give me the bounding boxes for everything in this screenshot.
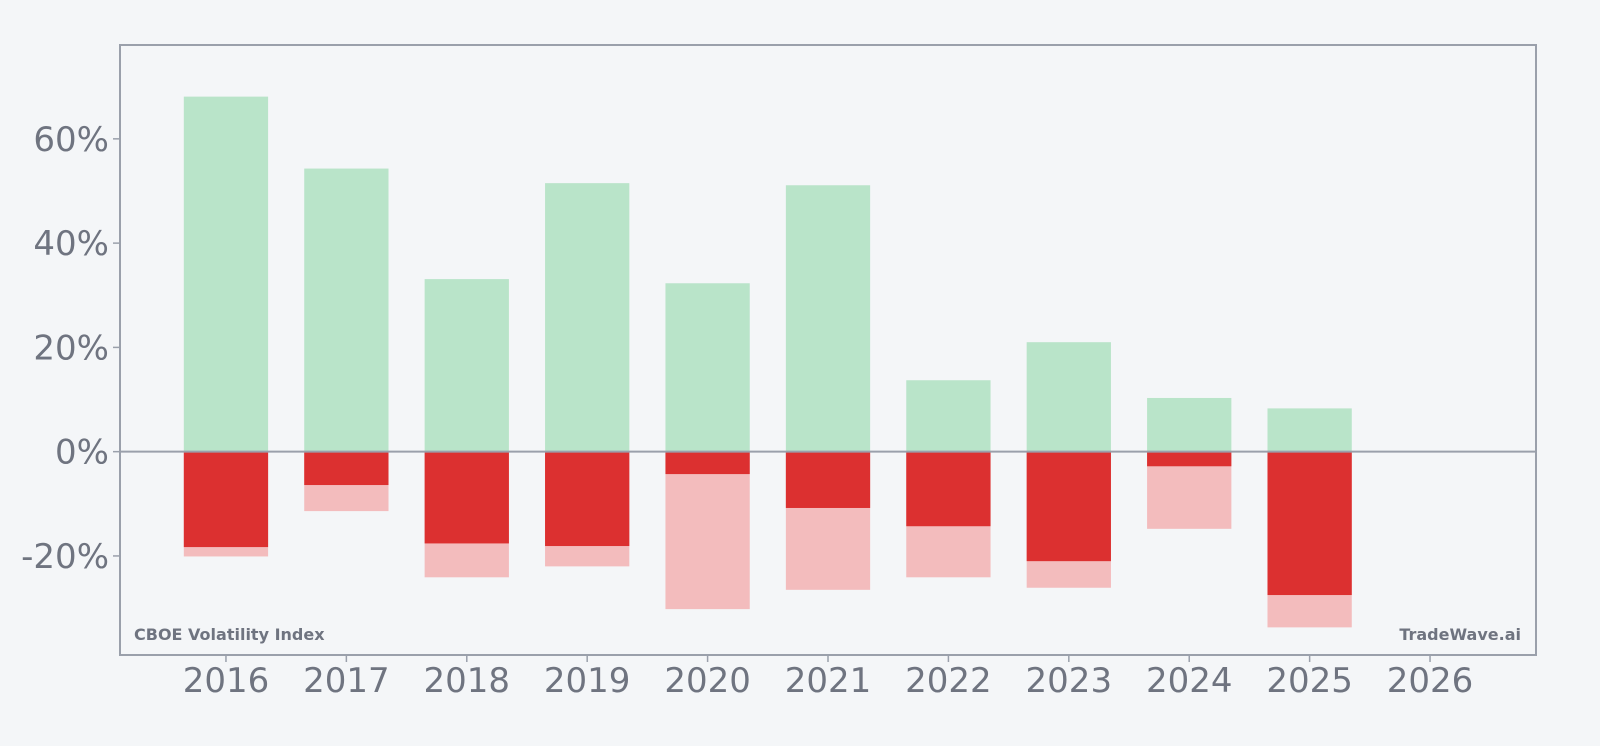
x-tick-label: 2025 (1266, 661, 1353, 701)
bar-up-2024 (1147, 397, 1232, 452)
x-tick-label: 2016 (183, 661, 270, 701)
bar-close-2016 (183, 451, 269, 548)
annotation-left: CBOE Volatility Index (134, 625, 325, 644)
bar-up-2018 (424, 279, 509, 452)
bar-close-2021 (785, 451, 871, 508)
bar-up-2016 (183, 96, 269, 452)
x-tick-label: 2023 (1026, 661, 1113, 701)
bar-up-2023 (1026, 342, 1111, 452)
x-tick-label: 2024 (1146, 661, 1233, 701)
bar-close-2022 (906, 451, 991, 527)
bar-close-2025 (1267, 451, 1352, 596)
x-tick-label: 2018 (424, 661, 511, 701)
x-tick-label: 2019 (544, 661, 631, 701)
bar-up-2019 (545, 183, 630, 452)
bar-close-2020 (665, 451, 750, 475)
y-tick-label: 60% (33, 120, 109, 160)
bar-up-2021 (785, 185, 871, 452)
bar-up-2025 (1267, 408, 1352, 452)
x-tick-label: 2026 (1387, 661, 1474, 701)
bar-up-2020 (665, 283, 750, 452)
x-tick-label: 2017 (303, 661, 390, 701)
y-tick-label: 0% (55, 433, 109, 473)
y-tick-label: 40% (33, 224, 109, 264)
bar-close-2019 (545, 451, 630, 547)
x-axis: 2016 2017 2018 2019 2020 2021 2022 2023 2024 2025… (183, 655, 1474, 701)
x-tick-label: 2022 (905, 661, 992, 701)
bar-close-2023 (1026, 451, 1111, 562)
bar-up-2017 (304, 168, 389, 452)
bar-close-2018 (424, 451, 509, 544)
bar-down-2020 (665, 451, 750, 610)
x-tick-label: 2021 (785, 661, 872, 701)
bar-close-2017 (304, 451, 389, 486)
annotation-right: TradeWave.ai (1399, 625, 1521, 644)
y-tick-label: -20% (21, 537, 109, 577)
bar-up-2022 (906, 380, 991, 452)
bar-close-2024 (1147, 451, 1232, 467)
x-tick-label: 2020 (664, 661, 751, 701)
y-axis: 60% 40% 20% 0% -20% (21, 120, 120, 577)
bars-group (183, 96, 1352, 628)
y-tick-label: 20% (33, 328, 109, 368)
